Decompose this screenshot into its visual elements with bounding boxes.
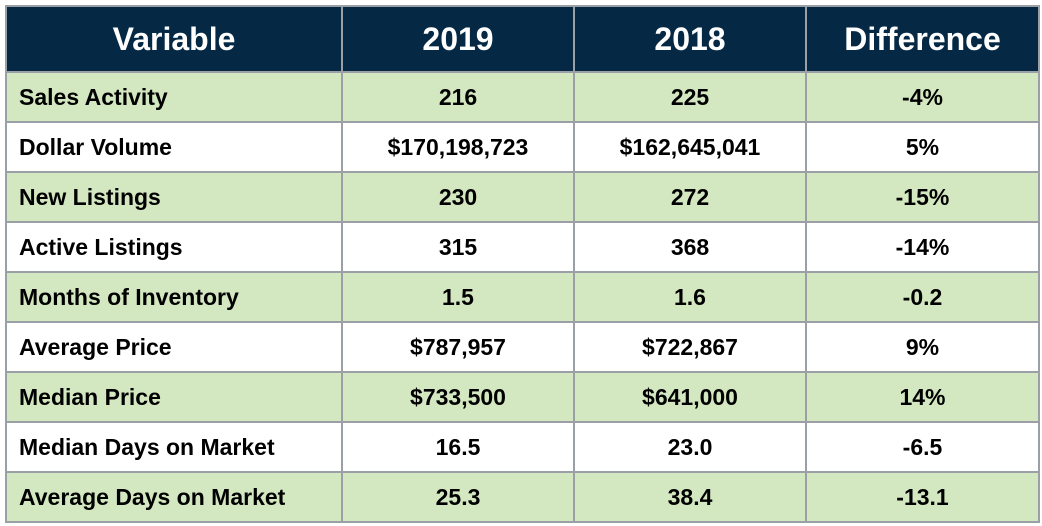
table-row: Median Days on Market 16.5 23.0 -6.5 (5, 421, 1040, 473)
row-label: Dollar Volume (5, 121, 343, 173)
cell-difference: 5% (805, 121, 1040, 173)
table-row: New Listings 230 272 -15% (5, 171, 1040, 223)
header-variable: Variable (5, 5, 343, 73)
table-row: Dollar Volume $170,198,723 $162,645,041 … (5, 121, 1040, 173)
cell-2018: $641,000 (573, 371, 807, 423)
row-label: Active Listings (5, 221, 343, 273)
comparison-table: Variable 2019 2018 Difference Sales Acti… (5, 5, 1040, 523)
cell-2018: 368 (573, 221, 807, 273)
cell-2018: 272 (573, 171, 807, 223)
table-row: Sales Activity 216 225 -4% (5, 71, 1040, 123)
header-2019: 2019 (341, 5, 575, 73)
cell-difference: 14% (805, 371, 1040, 423)
row-label: Average Days on Market (5, 471, 343, 523)
cell-2018: 1.6 (573, 271, 807, 323)
cell-difference: -15% (805, 171, 1040, 223)
cell-2018: $722,867 (573, 321, 807, 373)
table-row: Months of Inventory 1.5 1.6 -0.2 (5, 271, 1040, 323)
row-label: Average Price (5, 321, 343, 373)
cell-2019: 25.3 (341, 471, 575, 523)
cell-2019: $787,957 (341, 321, 575, 373)
cell-difference: -6.5 (805, 421, 1040, 473)
cell-2019: 1.5 (341, 271, 575, 323)
cell-2019: 315 (341, 221, 575, 273)
table-row: Average Days on Market 25.3 38.4 -13.1 (5, 471, 1040, 523)
row-label: Sales Activity (5, 71, 343, 123)
row-label: Months of Inventory (5, 271, 343, 323)
header-difference: Difference (805, 5, 1040, 73)
row-label: New Listings (5, 171, 343, 223)
row-label: Median Days on Market (5, 421, 343, 473)
table-row: Average Price $787,957 $722,867 9% (5, 321, 1040, 373)
cell-2018: 23.0 (573, 421, 807, 473)
header-row: Variable 2019 2018 Difference (5, 5, 1040, 73)
cell-2018: 225 (573, 71, 807, 123)
cell-2018: $162,645,041 (573, 121, 807, 173)
comparison-table-container: Variable 2019 2018 Difference Sales Acti… (5, 5, 1040, 523)
cell-2018: 38.4 (573, 471, 807, 523)
table-row: Median Price $733,500 $641,000 14% (5, 371, 1040, 423)
header-2018: 2018 (573, 5, 807, 73)
cell-2019: 16.5 (341, 421, 575, 473)
cell-2019: $170,198,723 (341, 121, 575, 173)
row-label: Median Price (5, 371, 343, 423)
cell-difference: -0.2 (805, 271, 1040, 323)
cell-difference: 9% (805, 321, 1040, 373)
table-row: Active Listings 315 368 -14% (5, 221, 1040, 273)
cell-difference: -4% (805, 71, 1040, 123)
cell-2019: 216 (341, 71, 575, 123)
cell-difference: -14% (805, 221, 1040, 273)
cell-2019: 230 (341, 171, 575, 223)
cell-2019: $733,500 (341, 371, 575, 423)
cell-difference: -13.1 (805, 471, 1040, 523)
